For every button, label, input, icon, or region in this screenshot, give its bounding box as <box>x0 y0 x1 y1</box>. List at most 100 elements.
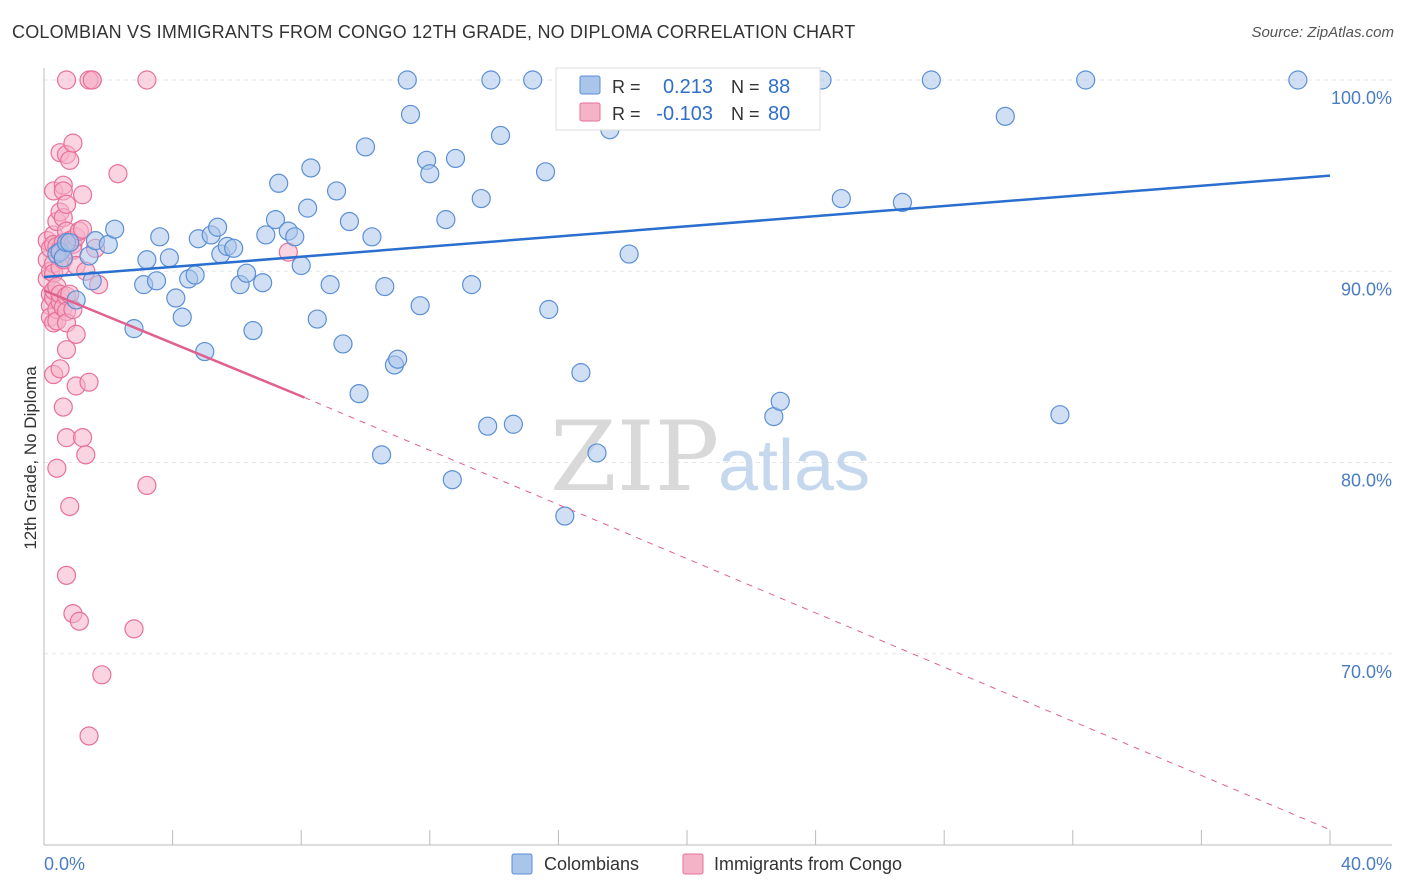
congo-point <box>76 445 96 465</box>
congo-point <box>63 133 83 153</box>
colombian-point <box>442 470 462 490</box>
series-legend: Colombians Immigrants from Congo <box>511 853 902 875</box>
colombian-point <box>333 334 353 354</box>
colombian-point <box>523 70 543 90</box>
colombian-point <box>307 309 327 329</box>
series-legend-swatch-congo <box>682 853 704 875</box>
colombian-point <box>555 506 575 526</box>
colombian-point <box>82 271 102 291</box>
legend-n-label-2: N = <box>731 104 760 124</box>
congo-point <box>92 665 112 685</box>
colombian-point <box>400 104 421 125</box>
colombian-trendline <box>43 174 1331 279</box>
colombian-point <box>995 106 1015 126</box>
legend-r-value-1: 0.213 <box>663 76 713 98</box>
colombian-point <box>159 248 179 268</box>
colombian-point <box>166 288 186 308</box>
legend-swatch-pink <box>579 102 601 122</box>
congo-point <box>53 397 73 417</box>
x-ticks <box>43 830 1331 845</box>
congo-point <box>137 70 157 90</box>
colombian-point <box>1288 70 1308 90</box>
congo-point <box>72 185 93 205</box>
colombian-point <box>339 211 360 232</box>
series-legend-label-congo: Immigrants from Congo <box>714 854 902 874</box>
legend-n-value-2: 80 <box>768 103 790 125</box>
congo-point <box>72 219 93 239</box>
trendlines <box>43 174 1331 831</box>
colombian-point <box>291 255 311 276</box>
congo-point <box>66 324 86 344</box>
colombian-point <box>478 416 498 436</box>
colombian-point <box>539 299 559 320</box>
colombian-point <box>831 188 851 209</box>
y-tick-label: 70.0% <box>1341 662 1392 682</box>
colombian-point <box>1050 405 1070 425</box>
y-tick-label: 80.0% <box>1341 471 1392 491</box>
colombian-point <box>60 232 80 253</box>
colombian-point <box>770 391 790 411</box>
y-tick-label: 100.0% <box>1331 88 1392 108</box>
colombian-point <box>349 384 369 404</box>
legend-n-label-1: N = <box>731 77 760 97</box>
congo-trendline <box>43 289 305 399</box>
colombian-point <box>388 349 408 369</box>
colombian-point <box>471 188 491 209</box>
congo-point <box>60 496 80 517</box>
correlation-legend: R = 0.213 N = 88 R = -0.103 N = 80 <box>555 67 821 131</box>
colombian-point <box>172 307 192 327</box>
legend-swatch-blue <box>579 75 601 95</box>
congo-points <box>37 70 298 746</box>
congo-point <box>79 726 99 746</box>
gridlines <box>44 79 1392 655</box>
congo-point <box>50 359 70 379</box>
congo-point <box>56 565 77 585</box>
congo-point <box>47 458 67 478</box>
legend-n-value-1: 88 <box>768 76 790 98</box>
y-axis-label: 12th Grade, No Diploma <box>21 366 40 550</box>
colombian-point <box>301 158 321 178</box>
congo-point <box>60 150 80 170</box>
colombian-point <box>265 210 286 230</box>
colombian-point <box>256 225 276 245</box>
colombian-point <box>410 296 430 316</box>
colombian-point <box>137 250 157 270</box>
colombian-point <box>320 275 340 295</box>
colombian-point <box>587 443 607 463</box>
colombian-point <box>503 414 523 434</box>
x-tick-label-max: 40.0% <box>1341 854 1392 874</box>
colombian-point <box>571 363 591 383</box>
colombian-point <box>420 164 440 184</box>
series-legend-swatch-colombians <box>511 853 533 875</box>
legend-r-value-2: -0.103 <box>656 103 713 125</box>
watermark-zip: ZIP <box>550 401 719 513</box>
congo-point <box>108 164 128 184</box>
congo-point <box>69 611 89 631</box>
colombian-point <box>371 445 392 465</box>
colombian-point <box>146 271 167 291</box>
legend-r-label-1: R = <box>612 77 641 97</box>
colombian-point <box>355 137 376 157</box>
colombian-point <box>253 273 273 293</box>
colombian-point <box>461 275 482 295</box>
legend-r-label-2: R = <box>612 104 641 124</box>
x-tick-label-min: 0.0% <box>44 854 85 874</box>
axes <box>43 68 1392 846</box>
congo-point <box>72 428 93 448</box>
colombian-point <box>224 238 244 258</box>
congo-point <box>56 340 77 360</box>
colombian-point <box>269 173 289 193</box>
congo-point <box>56 194 77 214</box>
congo-point <box>56 70 77 90</box>
colombian-point <box>490 125 511 146</box>
colombian-point <box>921 70 941 90</box>
congo-point <box>56 428 77 448</box>
colombian-point <box>362 227 382 247</box>
colombian-point <box>105 219 125 239</box>
series-legend-label-colombians: Colombians <box>544 854 639 874</box>
colombian-point <box>1076 70 1096 90</box>
chart-title: COLOMBIAN VS IMMIGRANTS FROM CONGO 12TH … <box>12 22 856 42</box>
colombian-point <box>436 210 456 230</box>
chart-source: Source: ZipAtlas.com <box>1251 24 1394 41</box>
